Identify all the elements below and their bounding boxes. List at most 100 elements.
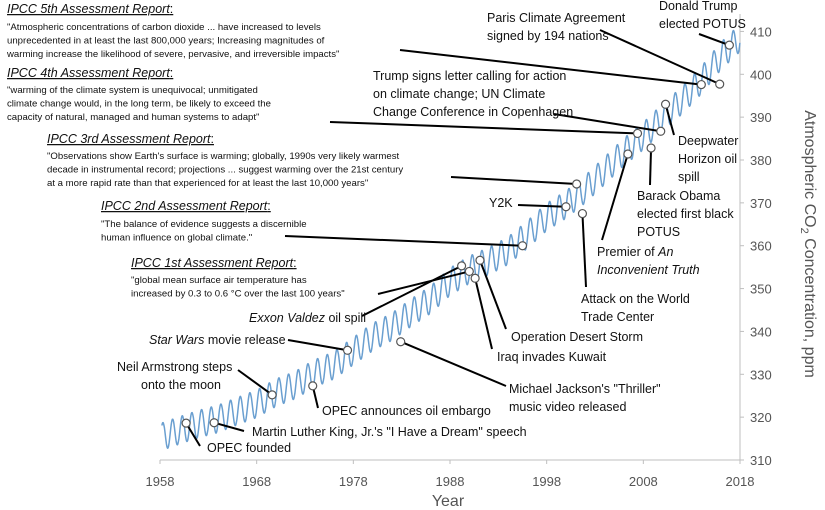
event-marker: [457, 261, 467, 271]
ipcc-leader-line: [377, 270, 470, 295]
y-tick-label: 340: [750, 324, 772, 339]
leader-line: [213, 421, 245, 432]
leader-line: [601, 153, 629, 241]
annotation-label: Paris Climate Agreement: [487, 11, 626, 25]
ipcc-report-quote: at a more rapid rate than that experienc…: [47, 178, 368, 189]
ipcc-leader-line: [450, 176, 577, 185]
annotation-label: Operation Desert Storm: [511, 330, 643, 344]
annotation-leaders: [185, 29, 730, 447]
annotation-label-italic: Exxon Valdez: [249, 311, 326, 325]
event-marker: [470, 273, 480, 283]
ipcc-report-title: IPCC 5th Assessment Report:: [7, 2, 173, 16]
x-tick-label: 1958: [146, 474, 175, 489]
annotation-label: signed by 194 nations: [487, 29, 609, 43]
ipcc-marker: [696, 79, 706, 90]
ipcc-marker: [517, 241, 528, 251]
event-marker: [724, 40, 734, 50]
y-axis-title-main: Atmospheric CO: [801, 110, 818, 227]
ipcc-title-colon: :: [293, 256, 296, 270]
event-marker: [267, 390, 277, 400]
annotation-label: music video released: [509, 400, 626, 414]
ipcc-report-quote: human influence on global climate.": [101, 233, 252, 244]
annotation-label: Attack on the World: [581, 292, 690, 306]
ipcc-report-title: IPCC 1st Assessment Report:: [131, 256, 297, 270]
ipcc-report-quote: decade in instrumental record; projectio…: [47, 165, 403, 176]
annotation-label: Donald Trump: [659, 0, 738, 13]
event-marker: [561, 202, 571, 212]
y-tick-label: 350: [750, 282, 772, 297]
ipcc-leader-line: [329, 121, 638, 135]
ipcc-report-title: IPCC 2nd Assessment Report:: [101, 199, 271, 213]
annotation-label: Y2K: [489, 196, 513, 210]
annotation-label: Exxon Valdez oil spill: [249, 311, 366, 325]
leader-line: [698, 33, 730, 47]
ipcc-marker: [572, 179, 582, 189]
ipcc-leader-line: [399, 49, 702, 86]
ipcc-report-quote: unprecedented in at least the last 800,0…: [7, 36, 325, 47]
y-tick-label: 400: [750, 67, 772, 82]
x-tick-label: 1998: [532, 474, 561, 489]
leader-line: [361, 264, 463, 317]
leader-line: [479, 259, 507, 330]
event-marker: [342, 345, 353, 355]
annotation-label-rest: Premier of: [597, 245, 658, 259]
event-marker: [209, 418, 219, 428]
annotation-label: on climate change; UN Climate: [373, 87, 545, 101]
x-tick-label: 2008: [629, 474, 658, 489]
ipcc-report-quote: warming increase the likelihood of sever…: [6, 49, 339, 60]
ipcc-marker: [632, 128, 643, 139]
annotation-label: OPEC founded: [207, 441, 291, 455]
ipcc-report-quote: "Atmospheric concentrations of carbon di…: [7, 22, 321, 33]
event-marker: [577, 208, 588, 219]
annotation-labels: OPEC founded Martin Luther King, Jr.'s "I…: [6, 0, 746, 455]
ipcc-report-quote: "warming of the climate system is unequi…: [7, 85, 258, 96]
leader-line: [581, 213, 587, 288]
leader-line: [649, 147, 653, 186]
y-axis-title-tail: Concentration, ppm: [801, 234, 818, 378]
annotation-label: spill: [678, 170, 700, 184]
annotation-label: Star Wars movie release: [149, 333, 286, 347]
annotation-label: Michael Jackson's "Thriller": [509, 382, 661, 396]
annotation-label: elected first black: [637, 207, 734, 221]
leader-line: [664, 104, 675, 136]
event-marker: [715, 79, 725, 89]
annotation-label-rest: oil spill: [325, 311, 366, 325]
annotation-label: Horizon oil: [678, 152, 737, 166]
ipcc-report-quote: "The balance of evidence suggests a disc…: [101, 219, 307, 230]
y-tick-label: 360: [750, 239, 772, 254]
y-tick-label: 380: [750, 153, 772, 168]
ipcc-title-colon: :: [170, 66, 173, 80]
event-marker: [475, 255, 485, 265]
annotation-label: Premier of An: [597, 245, 673, 259]
co2-series: [161, 29, 741, 449]
x-axis-title: Year: [432, 493, 465, 510]
x-tick-label: 1968: [242, 474, 271, 489]
y-tick-label: 320: [750, 410, 772, 425]
ipcc-leader-line: [284, 235, 523, 247]
annotation-label: Inconvenient Truth: [597, 263, 700, 277]
ipcc-title-colon: :: [267, 199, 270, 213]
y-tick-label: 410: [750, 24, 772, 39]
ipcc-report-quote: "global mean surface air temperature has: [131, 275, 307, 286]
x-tick-label: 1978: [339, 474, 368, 489]
co2-series-line: [161, 29, 741, 449]
y-axis-title-subscript: 2: [798, 228, 810, 234]
event-marker: [646, 143, 656, 153]
annotation-label: OPEC announces oil embargo: [322, 404, 491, 418]
event-marker: [660, 99, 671, 109]
leader-line: [237, 369, 273, 396]
ipcc-title-colon: :: [210, 132, 213, 146]
leader-line: [474, 278, 493, 350]
annotation-label: Iraq invades Kuwait: [497, 350, 607, 364]
ipcc-report-quote: capacity of natural, managed and human s…: [7, 112, 259, 123]
event-marker: [308, 381, 318, 391]
x-tick-label: 1988: [436, 474, 465, 489]
leader-line: [517, 204, 567, 208]
ipcc-title-colon: :: [170, 2, 173, 16]
annotation-label: Change Conference in Copenhagen: [373, 105, 573, 119]
annotation-label: Trade Center: [581, 310, 654, 324]
annotation-label: Barack Obama: [637, 189, 720, 203]
annotation-label: Deepwater: [678, 134, 738, 148]
annotation-label: POTUS: [637, 225, 680, 239]
